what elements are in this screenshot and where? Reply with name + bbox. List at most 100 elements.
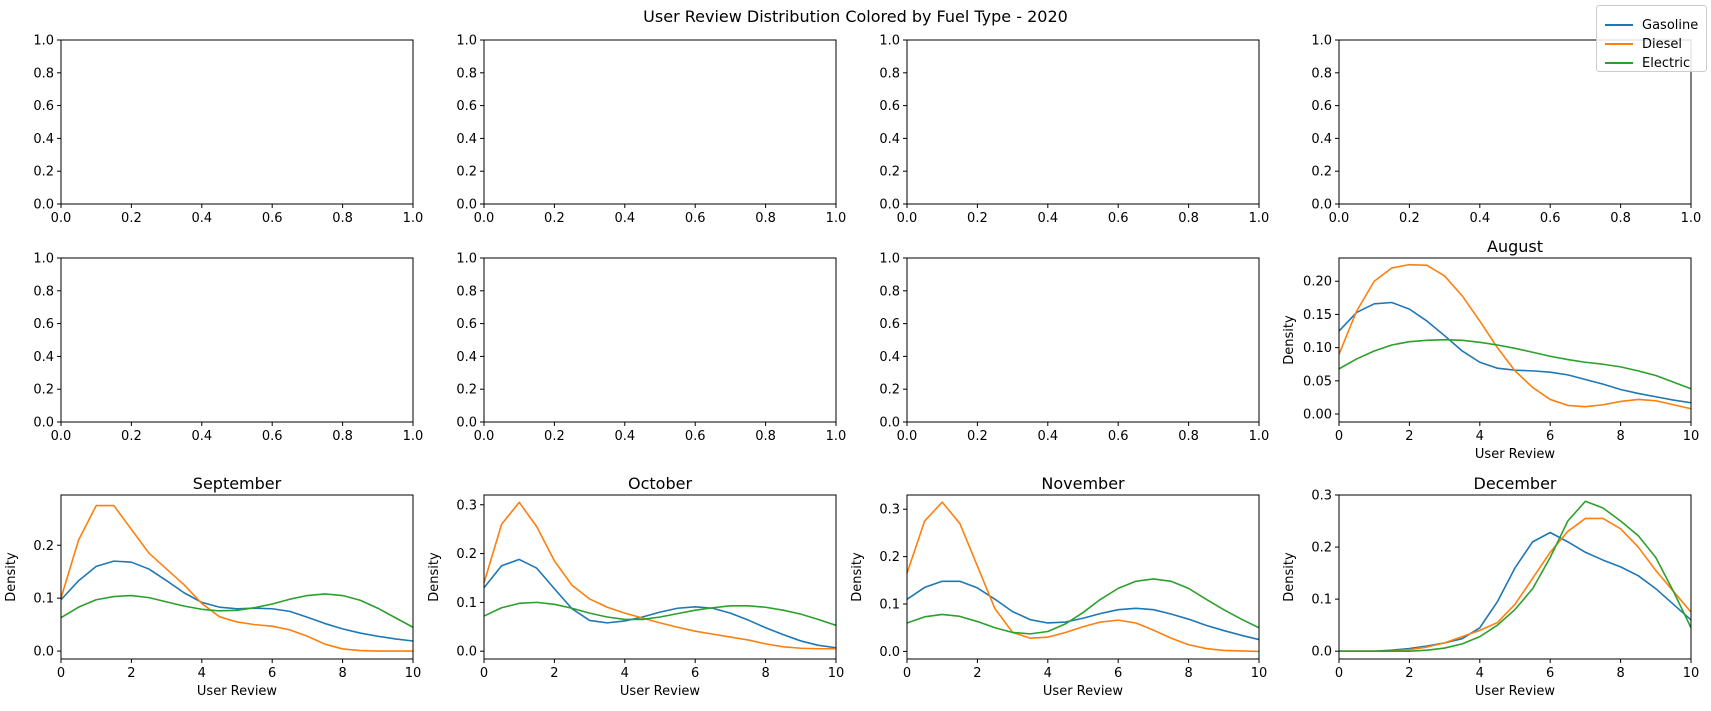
legend-item-electric: Electric [1605, 53, 1690, 73]
figure-title: User Review Distribution Colored by Fuel… [643, 7, 1068, 26]
panel-10-xtick-label: 6 [691, 666, 699, 681]
panel-6-xtick-label: 0.2 [544, 429, 565, 444]
panel-10-line-diesel [483, 501, 836, 650]
panel-12-frame [1338, 494, 1692, 660]
panel-8-ytick-label: 0.20 [1303, 275, 1332, 290]
panel-1-ytick-label: 0.2 [33, 165, 54, 180]
panel-9-ytick-label: 0.2 [33, 539, 54, 554]
legend-label-electric: Electric [1642, 55, 1691, 71]
panel-12-xlabel: User Review [1475, 684, 1556, 699]
panel-6-ytick-label: 0.2 [456, 383, 477, 398]
panel-12-ylabel: Density [1282, 552, 1297, 602]
panel-2-xtick-label: 0.2 [544, 211, 565, 226]
panel-10-ytick-label: 0.1 [456, 596, 477, 611]
panel-1-frame [60, 39, 414, 205]
panel-11-xtick-label: 0 [903, 666, 911, 681]
panel-3-ytick-label: 0.4 [879, 132, 900, 147]
panel-6-ytick-label: 0.6 [456, 317, 477, 332]
panel-11-ytick-label: 0.2 [879, 550, 900, 565]
panel-2-ytick-label: 1.0 [456, 34, 477, 49]
panel-2-ytick-label: 0.2 [456, 165, 477, 180]
panel-7-ytick-label: 0.4 [879, 350, 900, 365]
panel-8-xtick-label: 2 [1405, 429, 1413, 444]
panel-8-ytick-label: 0.15 [1303, 308, 1332, 323]
panel-10-title: October [628, 474, 692, 493]
panel-3-ytick-label: 0.6 [879, 99, 900, 114]
panel-11-line-electric [906, 578, 1260, 635]
panel-4-xtick-label: 1.0 [1681, 211, 1702, 226]
legend-item-gasoline: Gasoline [1605, 15, 1698, 35]
panel-12-line-diesel [1339, 517, 1692, 652]
panel-10-frame [483, 494, 837, 660]
panel-8-xtick-label: 4 [1476, 429, 1484, 444]
panel-7-xtick-label: 0.0 [897, 429, 918, 444]
panel-8-title: August [1487, 237, 1543, 256]
panel-7-xtick-label: 1.0 [1249, 429, 1270, 444]
panel-9-line-gasoline [60, 560, 414, 642]
panel-5-ytick-label: 0.0 [33, 416, 54, 431]
panel-3-ytick-label: 0.2 [879, 165, 900, 180]
panel-2-ytick-label: 0.4 [456, 132, 477, 147]
panel-8-ytick-label: 0.05 [1303, 374, 1332, 389]
panel-7-frame [906, 257, 1260, 423]
panel-7-ytick-label: 1.0 [879, 252, 900, 267]
panel-9-xtick-label: 2 [127, 666, 135, 681]
panel-2-ytick-label: 0.0 [456, 198, 477, 213]
panel-11-ytick-label: 0.1 [879, 598, 900, 613]
panel-9-frame [60, 494, 414, 660]
panel-3-ytick-label: 0.0 [879, 198, 900, 213]
panel-12-xtick-label: 6 [1546, 666, 1554, 681]
panel-9-title: September [193, 474, 282, 493]
panel-4-ytick-label: 0.2 [1311, 165, 1332, 180]
panel-8-line-electric [1338, 338, 1692, 390]
panel-5-xtick-label: 0.2 [121, 429, 142, 444]
panel-2-xtick-label: 1.0 [826, 211, 847, 226]
panel-7-xtick-label: 0.4 [1037, 429, 1058, 444]
panel-8-xtick-label: 0 [1335, 429, 1343, 444]
panel-10-ytick-label: 0.0 [456, 645, 477, 660]
panel-4-ytick-label: 0.4 [1311, 132, 1332, 147]
panel-8-line-gasoline [1338, 301, 1692, 404]
panel-12-line-electric [1339, 500, 1692, 652]
panel-10-ylabel: Density [427, 552, 442, 602]
panel-12-xtick-label: 4 [1476, 666, 1484, 681]
panel-12-title: December [1474, 474, 1557, 493]
panel-11-xtick-label: 8 [1184, 666, 1192, 681]
panel-1-ytick-label: 0.0 [33, 198, 54, 213]
panel-8-xtick-label: 8 [1616, 429, 1624, 444]
panel-3-frame [906, 39, 1260, 205]
panel-4-ytick-label: 1.0 [1311, 34, 1332, 49]
panel-5-frame [60, 257, 414, 423]
panel-12-line-gasoline [1339, 531, 1692, 652]
panel-8-xlabel: User Review [1475, 447, 1556, 462]
panel-12-xtick-label: 10 [1683, 666, 1700, 681]
panel-8-ytick-label: 0.00 [1303, 408, 1332, 423]
panel-5-xtick-label: 1.0 [403, 429, 424, 444]
panel-4-xtick-label: 0.6 [1540, 211, 1561, 226]
panel-1-xtick-label: 0.0 [51, 211, 72, 226]
panel-11-line-gasoline [906, 580, 1260, 641]
panel-4-xtick-label: 0.2 [1399, 211, 1420, 226]
panel-7-xtick-label: 0.6 [1108, 429, 1129, 444]
panel-6-frame [483, 257, 837, 423]
panel-3-ytick-label: 0.8 [879, 66, 900, 81]
panel-8-frame [1338, 257, 1692, 423]
panel-5-xtick-label: 0.8 [332, 429, 353, 444]
panel-1-xtick-label: 0.2 [121, 211, 142, 226]
panel-9-ylabel: Density [4, 552, 19, 602]
panel-10-xtick-label: 2 [550, 666, 558, 681]
panel-11-line-diesel [906, 501, 1260, 653]
panel-4-ytick-label: 0.0 [1311, 198, 1332, 213]
panel-5-xtick-label: 0.6 [262, 429, 283, 444]
panel-2-ytick-label: 0.8 [456, 66, 477, 81]
panel-4-frame [1338, 39, 1692, 205]
panel-6-xtick-label: 0.6 [685, 429, 706, 444]
panel-5-ytick-label: 0.6 [33, 317, 54, 332]
panel-11-xtick-label: 2 [973, 666, 981, 681]
panel-6-xtick-label: 0.4 [614, 429, 635, 444]
panel-4-xtick-label: 0.4 [1469, 211, 1490, 226]
panel-5-ytick-label: 0.8 [33, 284, 54, 299]
panel-11-ylabel: Density [850, 552, 865, 602]
panel-2-xtick-label: 0.6 [685, 211, 706, 226]
panel-1-ytick-label: 0.8 [33, 66, 54, 81]
